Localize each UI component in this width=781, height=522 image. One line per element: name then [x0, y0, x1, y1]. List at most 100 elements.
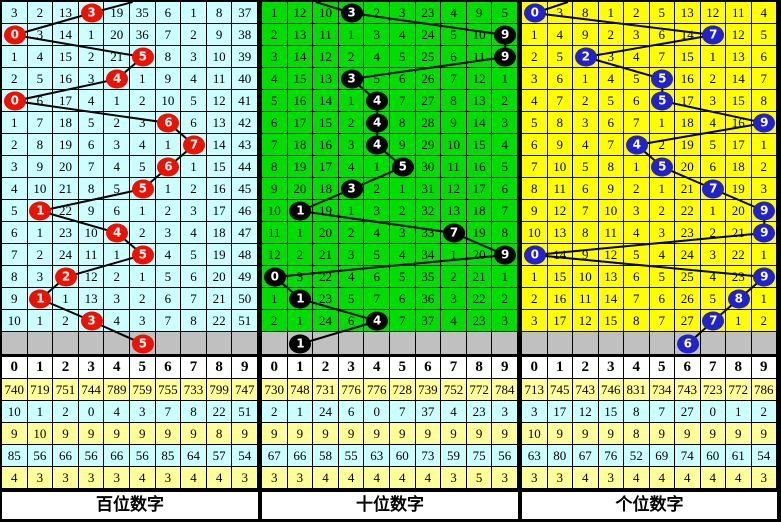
trend-cell: 7	[390, 90, 416, 112]
trend-cell: 17	[287, 112, 314, 134]
trend-cell: 41	[232, 90, 258, 112]
stat-cell: 730	[262, 379, 288, 401]
digit-header-cell: 8	[466, 357, 493, 379]
trend-cell: 18	[726, 156, 752, 178]
drawn-digit-marker: 4	[106, 69, 129, 89]
trend-cell: 4	[624, 46, 650, 68]
stat-cell: 54	[232, 445, 258, 467]
trend-cell: 4	[338, 156, 365, 178]
trend-cell: 4	[522, 90, 548, 112]
trend-cell: 39	[232, 46, 258, 68]
drawn-digit-marker: 1	[29, 289, 52, 309]
trend-cell: 22	[675, 200, 701, 222]
stat-cell: 4	[700, 467, 726, 489]
trend-cell: 16	[53, 68, 79, 90]
trend-cell: 6	[2, 222, 28, 244]
drawn-digit-marker: 6	[157, 157, 180, 177]
stat-cell: 4	[415, 467, 442, 489]
trend-cell: 17	[547, 310, 573, 332]
trend-cell: 2	[624, 178, 650, 200]
trend-cell: 9	[547, 134, 573, 156]
trend-cell: 34	[415, 244, 442, 266]
trend-cell: 5	[364, 244, 390, 266]
stat-cell: 9	[700, 423, 726, 445]
drawn-digit-marker: 7	[443, 223, 465, 243]
drawn-digit-marker: 9	[753, 223, 776, 243]
trend-cell: 2	[441, 266, 467, 288]
trend-cell: 15	[675, 46, 701, 68]
stat-cell: 76	[598, 445, 624, 467]
trend-cell: 25	[675, 266, 701, 288]
trend-cell: 4	[624, 222, 650, 244]
trend-cell: 8	[2, 266, 28, 288]
trend-cell: 17	[726, 134, 752, 156]
trend-cell: 7	[649, 310, 675, 332]
trend-cell: 6	[598, 112, 624, 134]
stat-cell: 23	[466, 401, 493, 423]
stat-cell: 4	[726, 467, 752, 489]
trend-cell: 8	[573, 222, 599, 244]
stat-cell: 4	[364, 467, 390, 489]
trend-cell: 10	[573, 266, 599, 288]
stat-cell: 9	[155, 423, 182, 445]
pending-row-cell	[262, 332, 288, 355]
digit-header-cell: 3	[78, 357, 105, 379]
stat-cell: 63	[364, 445, 390, 467]
trend-cell: 13	[726, 46, 752, 68]
drawn-digit-marker: 5	[391, 157, 414, 177]
trend-cell: 3	[338, 244, 365, 266]
trend-cell: 12	[441, 178, 467, 200]
trend-cell: 4	[27, 46, 54, 68]
stat-cell: 4	[104, 401, 130, 423]
trend-cell: 18	[206, 222, 233, 244]
stat-cell: 755	[155, 379, 182, 401]
stat-cell: 740	[2, 379, 28, 401]
trend-cell: 6	[181, 266, 207, 288]
trend-cell: 5	[598, 90, 624, 112]
trend-cell: 12	[287, 2, 314, 24]
trend-cell: 42	[232, 112, 258, 134]
trend-cell: 9	[466, 2, 493, 24]
trend-cell: 35	[415, 266, 442, 288]
trend-cell: 3	[441, 288, 467, 310]
trend-cell: 24	[53, 244, 79, 266]
stat-cell: 60	[700, 445, 726, 467]
trend-cell: 48	[232, 244, 258, 266]
trend-cell: 1	[155, 178, 182, 200]
trend-cell: 6	[573, 178, 599, 200]
stat-cell: 55	[338, 445, 365, 467]
trend-cell: 12	[206, 90, 233, 112]
trend-cell: 5	[2, 200, 28, 222]
stat-cell: 37	[415, 401, 442, 423]
stats-units: 713 745 743 746 831 734 743 723 772 786 3 17 12 15 8 7 2…	[522, 379, 777, 489]
trend-cell: 13	[547, 222, 573, 244]
stat-cell: 9	[262, 423, 288, 445]
trend-cell: 8	[27, 134, 54, 156]
stat-cell: 74	[675, 445, 701, 467]
trend-cell: 1	[130, 200, 156, 222]
trend-cell: 3	[700, 244, 726, 266]
trend-cell: 5	[492, 156, 518, 178]
trend-cell: 6	[649, 288, 675, 310]
digit-header-cell: 2	[53, 357, 79, 379]
trend-cell: 1	[78, 24, 105, 46]
drawn-digit-marker: 4	[366, 311, 389, 331]
stat-cell: 66	[53, 445, 79, 467]
trend-cell: 6	[155, 2, 182, 24]
trend-cell: 1	[700, 200, 726, 222]
trend-cell: 30	[415, 156, 442, 178]
trend-cell: 8	[206, 2, 233, 24]
panel-tens: 1 12 10 2 3 23 4 9 5 2 13 11 1 3 4 24 5 10 3 14 12 2 4 5 25 6 11 4 1…	[262, 0, 518, 522]
stat-cell: 789	[104, 379, 130, 401]
stat-cell: 728	[390, 379, 416, 401]
trend-cell: 19	[675, 134, 701, 156]
trend-cell: 1	[624, 156, 650, 178]
trend-cell: 8	[751, 90, 777, 112]
trend-cell: 17	[466, 178, 493, 200]
stat-cell: 10	[2, 401, 28, 423]
digit-header-cell: 1	[547, 357, 573, 379]
stat-cell: 776	[338, 379, 365, 401]
pending-row-cell	[155, 332, 182, 355]
trend-cell: 3	[573, 112, 599, 134]
